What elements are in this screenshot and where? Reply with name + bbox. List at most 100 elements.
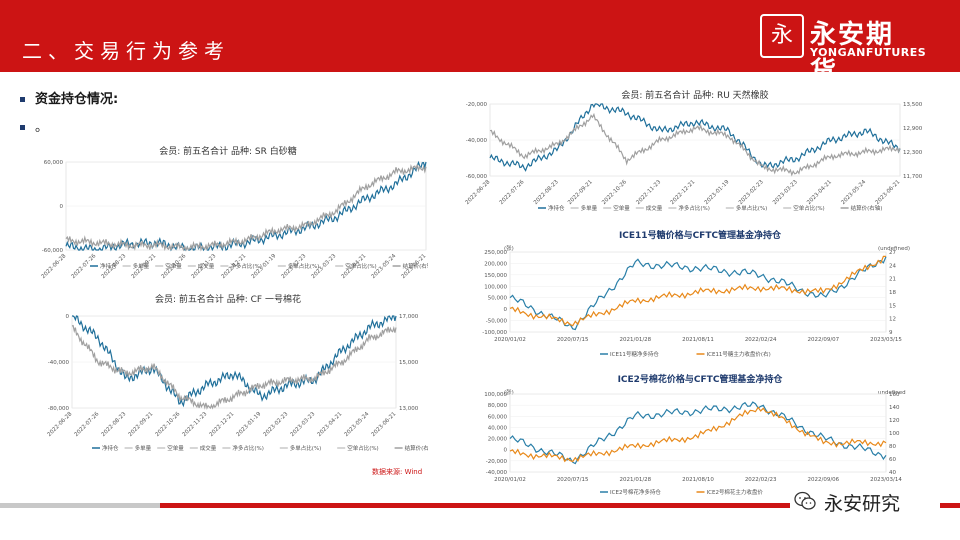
legend-label: 净多占比(%) [230,262,262,270]
y-right-tick-label: 140 [889,405,900,411]
x-tick-label: 2022/09/06 [807,477,839,483]
x-tick-label: 2022-11-23 [182,411,209,438]
x-tick-label: 2022-12-21 [670,179,697,206]
bullet-text: 。 [35,120,49,135]
legend-label: ICE11号糖主力收盘价(右) [707,350,771,358]
chart-cf: 会员: 前五名合计 品种: CF 一号棉花 0 -40,000 -80,000 17,… [28,290,428,465]
series-line [509,256,887,331]
y-left-tick-label: 0 [66,314,70,320]
chart-ru-svg: 会员: 前五名合计 品种: RU 天然橡胶 -20,000 -40,000 -60,… [465,89,923,212]
chart-sr-svg: 会员: 前五名合计 品种: SR 白砂糖 60,0000-60,0007,200… [41,145,428,280]
slide-header: 二、交易行为参考 永 永安期货 YONGANFUTURES [0,0,960,87]
legend-label: 空单量 [165,262,182,270]
legend-label: 净多占比(%) [232,444,264,452]
chart-sr: 会员: 前五名合计 品种: SR 白砂糖 60,0000-60,0007,200… [28,142,428,282]
x-tick-label: 2020/01/02 [494,337,526,343]
y-right-tick-label: 100 [889,431,900,437]
bullet-square-icon [20,97,25,102]
logo-en-text: YONGANFUTURES [810,46,927,59]
wechat-icon [794,491,816,510]
legend-label: 成交量 [200,444,217,452]
series-line [489,103,901,172]
x-tick-label: 2020/07/15 [557,477,589,483]
x-tick-label: 2022-06-28 [47,411,74,438]
y-left-tick-label: 100,000 [484,392,507,398]
x-tick-label: 2021/01/28 [619,337,651,343]
legend-label: 空单占比(%) [793,204,825,212]
x-tick-label: 2022-08-23 [533,179,560,206]
company-logo: 永 永安期货 YONGANFUTURES [760,14,926,87]
y-right-tick-label: 17,000 [399,314,419,320]
x-tick-label: 2023-05-24 [344,411,371,438]
x-tick-label: 2021/01/28 [619,477,651,483]
x-tick-label: 2022/09/07 [807,337,839,343]
y-right-tick-label: 15,000 [399,360,419,366]
x-tick-label: 2020/07/15 [557,337,589,343]
legend-label: 净持仓 [102,444,119,452]
x-tick-label: 2023-06-21 [371,411,398,438]
y-left-tick-label: 200,000 [484,261,507,267]
legend-label: 结算价(右轴) [851,204,883,212]
legend-label: 结算价(右轴) [405,444,428,452]
legend-label: 空单占比(%) [347,444,379,452]
chart-ice2: ICE2号棉花价格与CFTC管理基金净持仓 (张) undefined 100,… [470,372,930,500]
x-tick-label: 2022-12-21 [209,411,236,438]
legend-label: 多单量 [581,204,598,212]
logo-mark-icon: 永 [760,14,804,58]
legend-label: 空单量 [613,204,630,212]
series-line [509,401,887,465]
x-tick-label: 2022/02/24 [745,337,777,343]
y-left-tick-label: 0 [60,204,64,210]
legend-label: ICE2号棉花净多持仓 [610,488,661,496]
x-tick-label: 2023-04-21 [317,411,344,438]
x-tick-label: 2022-10-26 [601,179,628,206]
x-tick-label: 2023-01-19 [236,411,263,438]
section-title: 二、交易行为参考 [22,39,230,63]
legend-label: 多单占比(%) [736,204,768,212]
y-left-tick-label: -40,000 [48,360,70,366]
chart-title: 会员: 前五名合计 品种: CF 一号棉花 [155,293,301,305]
legend-label: 成交量 [646,204,663,212]
legend-label: 净持仓 [100,262,117,270]
y-left-tick-label: 20,000 [488,437,508,443]
x-tick-label: 2022-10-26 [155,411,182,438]
x-tick-label: 2023-02-23 [263,411,290,438]
legend-label: 多单占比(%) [290,444,322,452]
source-note: 数据来源: Wind [372,468,423,476]
y-left-tick-label: 0 [504,448,508,454]
x-tick-label: 2023/03/15 [870,337,902,343]
legend-label: 多单占比(%) [288,262,320,270]
y-left-tick-label: -80,000 [48,406,70,412]
y-right-tick-label: 40 [889,470,896,476]
chart-cf-svg: 会员: 前五名合计 品种: CF 一号棉花 0 -40,000 -80,000 17,… [47,293,428,452]
series-line [509,406,887,463]
left-unit-label: (张) [504,244,514,252]
watermark-text: 永安研究 [824,493,901,515]
y-left-tick-label: -60,000 [466,174,488,180]
footer-bar [0,503,960,508]
x-tick-label: 2023/03/14 [870,477,902,483]
y-right-tick-label: 13,500 [903,102,923,108]
y-right-tick-label: 12,300 [903,150,923,156]
y-left-tick-label: 250,000 [484,250,507,256]
x-tick-label: 2022-07-26 [74,411,101,438]
y-left-tick-label: 80,000 [488,403,508,409]
legend-label: ICE11号糖净多持仓 [610,350,659,358]
right-unit-label: (undefined) [878,246,910,252]
y-left-tick-label: 60,000 [44,160,64,166]
logo-cn-text: 永安期货 [810,20,895,87]
y-right-tick-label: 13,000 [399,406,419,412]
bullet-text: 资金持仓情况: [35,92,119,107]
y-right-tick-label: 120 [889,418,900,424]
y-right-tick-label: 11,700 [903,174,923,180]
right-unit-label: undefined [878,390,906,396]
y-right-tick-label: 160 [889,392,900,398]
chart-ice2-svg: ICE2号棉花价格与CFTC管理基金净持仓 (张) undefined 100,… [484,373,906,496]
chart-title: ICE11号糖价格与CFTC管理基金净持仓 [619,229,782,241]
x-tick-label: 2023-05-24 [840,179,867,206]
left-unit-label: (张) [504,388,514,396]
x-tick-label: 2022/02/23 [745,477,777,483]
series-line [489,112,901,177]
legend-label: 多单量 [133,262,150,270]
bullet-square-icon [20,125,25,130]
